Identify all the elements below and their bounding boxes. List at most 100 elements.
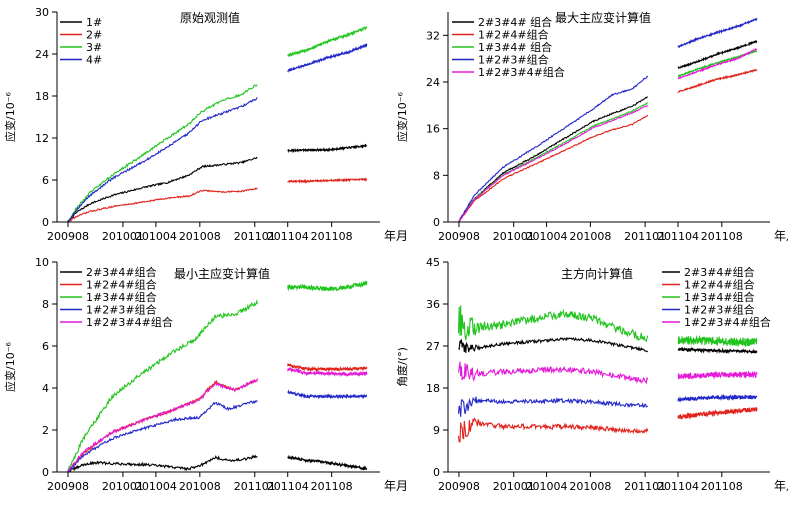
series-line-5-segment-2	[287, 366, 368, 378]
series-line-2-segment-1	[67, 378, 258, 472]
series-line-4-segment-1	[457, 396, 648, 417]
legend-label: 1#2#3#4#组合	[86, 315, 173, 329]
series-line-4-segment-2	[677, 393, 758, 403]
y-tick-label: 9	[433, 424, 440, 437]
series-line-1-segment-1	[458, 336, 649, 353]
y-tick-label: 6	[42, 340, 49, 353]
series-line-4-segment-1	[67, 400, 258, 472]
series-group	[457, 17, 758, 222]
legend: 2#3#4#组合1#2#4#组合1#3#4#组合1#2#3#组合1#2#3#4#…	[662, 265, 771, 329]
series-line-1-segment-1	[67, 454, 258, 472]
y-tick-label: 0	[433, 466, 440, 479]
y-tick-label: 8	[433, 169, 440, 182]
legend-label: 4#	[86, 54, 102, 67]
x-tick-label: 201004	[526, 230, 568, 243]
series-group	[67, 280, 368, 472]
series-line-2-segment-2	[287, 362, 368, 373]
legend-label: 1#3#4# 组合	[478, 40, 552, 54]
x-tick-label: 201108	[311, 230, 353, 243]
legend-label: 1#2#4#组合	[86, 278, 157, 292]
y-tick-label: 30	[35, 6, 49, 19]
series-line-3-segment-1	[67, 84, 258, 222]
x-tick-label: 201001	[102, 480, 144, 493]
legend: 2#3#4# 组合1#2#4#组合1#3#4# 组合1#2#3#组合1#2#3#…	[452, 15, 565, 79]
x-tick-label: 201008	[569, 480, 611, 493]
legend-label: 1#2#4#组合	[478, 28, 549, 42]
series-line-4-segment-1	[458, 75, 649, 222]
y-tick-label: 0	[42, 216, 49, 229]
legend-label: 1#2#3#4#组合	[478, 65, 565, 79]
x-axis-unit: 年月	[384, 229, 408, 243]
y-tick-label: 8	[42, 298, 49, 311]
y-tick-label: 36	[426, 298, 440, 311]
y-tick-label: 45	[426, 256, 440, 269]
y-tick-label: 2	[42, 424, 49, 437]
y-tick-label: 32	[426, 29, 440, 42]
legend-label: 2#3#4# 组合	[478, 15, 552, 29]
series-line-1-segment-2	[287, 454, 368, 471]
series-line-2-segment-2	[677, 406, 758, 420]
legend-label: 1#2#3#组合	[684, 303, 755, 317]
chart-title: 最大主应变计算值	[555, 10, 651, 25]
x-tick-label: 201008	[179, 480, 221, 493]
y-axis-label: 应变/10⁻⁶	[395, 91, 409, 142]
series-line-3-segment-2	[287, 280, 368, 292]
series-line-2-segment-2	[677, 68, 758, 93]
legend: 2#3#4#组合1#2#4#组合1#3#4#组合1#2#3#组合1#2#3#4#…	[60, 265, 173, 329]
series-line-5-segment-1	[67, 378, 258, 472]
series-line-3-segment-1	[458, 102, 649, 222]
series-line-3-segment-1	[67, 299, 258, 472]
y-tick-label: 16	[426, 123, 440, 136]
series-line-4-segment-2	[287, 42, 368, 73]
x-tick-label: 200908	[438, 230, 480, 243]
legend: 1#2#3#4#	[60, 16, 102, 67]
y-tick-label: 18	[35, 90, 49, 103]
series-line-3-segment-1	[457, 305, 649, 343]
y-tick-label: 10	[35, 256, 49, 269]
x-tick-label: 201101	[624, 230, 666, 243]
series-line-5-segment-1	[457, 361, 649, 385]
legend-label: 1#2#3#4#组合	[684, 315, 771, 329]
x-tick-label: 201004	[526, 480, 568, 493]
x-tick-label: 200908	[47, 480, 89, 493]
y-axis-label: 角度/(°)	[395, 347, 409, 387]
series-line-4-segment-2	[287, 389, 368, 400]
y-tick-label: 0	[42, 466, 49, 479]
chart-title: 最小主应变计算值	[174, 266, 270, 281]
series-line-4-segment-1	[67, 97, 258, 222]
y-tick-label: 4	[42, 382, 49, 395]
x-tick-label: 201108	[701, 480, 743, 493]
y-tick-label: 6	[42, 174, 49, 187]
x-tick-label: 201104	[267, 480, 309, 493]
x-tick-label: 201101	[234, 230, 276, 243]
y-tick-label: 24	[426, 76, 440, 89]
series-line-2-segment-1	[458, 114, 649, 222]
y-tick-label: 27	[426, 340, 440, 353]
series-line-1-segment-2	[287, 143, 367, 154]
legend-label: 1#2#3#组合	[86, 303, 157, 317]
x-axis-unit: 年月	[774, 229, 788, 243]
x-tick-label: 201108	[701, 230, 743, 243]
x-tick-label: 200908	[47, 230, 89, 243]
series-line-2-segment-1	[457, 417, 649, 443]
x-tick-label: 201004	[135, 230, 177, 243]
series-line-1-segment-1	[67, 156, 258, 222]
y-tick-label: 12	[35, 132, 49, 145]
x-tick-label: 201001	[493, 480, 535, 493]
x-tick-label: 200908	[438, 480, 480, 493]
series-line-5-segment-2	[677, 48, 758, 80]
x-tick-label: 201104	[657, 230, 699, 243]
y-axis-label: 应变/10⁻⁶	[3, 341, 17, 392]
series-line-5-segment-1	[457, 105, 648, 222]
x-tick-label: 201104	[267, 230, 309, 243]
x-tick-label: 201001	[102, 230, 144, 243]
legend-label: 1#2#3#组合	[478, 53, 549, 67]
series-line-3-segment-2	[287, 26, 368, 58]
chart-title: 原始观测值	[180, 10, 240, 25]
series-line-5-segment-2	[677, 370, 758, 380]
series-line-1-segment-2	[677, 346, 758, 355]
series-line-3-segment-2	[677, 334, 758, 348]
